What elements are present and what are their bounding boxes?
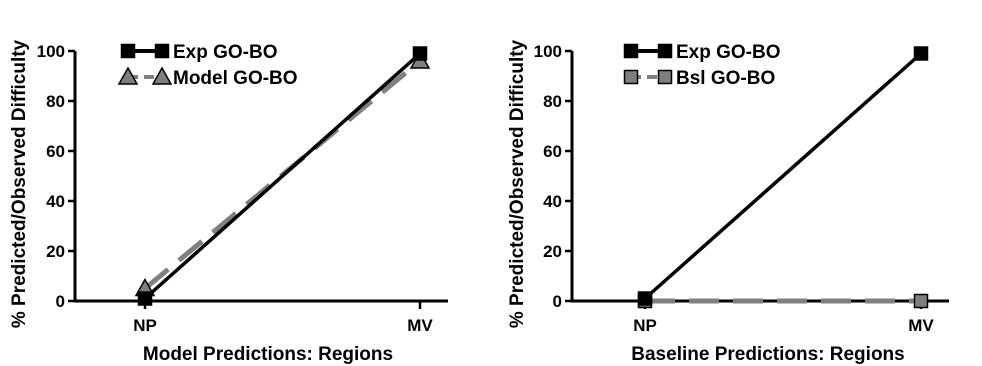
y-tick-label: 100 (37, 42, 65, 61)
data-point (913, 46, 929, 61)
y-tick-label: 40 (46, 192, 65, 211)
y-tick-label: 40 (543, 192, 562, 211)
legend-label: Bsl GO-BO (676, 68, 775, 89)
y-tick-label: 80 (46, 92, 65, 111)
y-tick-label: 0 (56, 292, 65, 311)
x-tick-label: NP (633, 316, 657, 335)
x-axis-title: Baseline Predictions: Regions (631, 344, 904, 365)
legend-item-2: Model GO-BO (117, 66, 298, 89)
y-tick-label: 20 (46, 242, 65, 261)
legend-marker (117, 66, 139, 85)
y-axis-title: % Predicted/Observed Difficulty (9, 39, 30, 328)
y-tick-label: 80 (543, 92, 562, 111)
legend-marker (657, 69, 673, 85)
legend-marker (120, 43, 136, 59)
legend-marker (623, 69, 639, 85)
series-line-1 (143, 52, 422, 300)
y-tick-label: 60 (46, 142, 65, 161)
x-tick-label: MV (908, 316, 934, 335)
legend-marker (151, 66, 173, 85)
legend-marker (154, 43, 170, 59)
legend-marker (657, 43, 673, 59)
x-tick-label: NP (133, 316, 157, 335)
legend-item-1: Exp GO-BO (120, 42, 278, 63)
data-point (137, 291, 153, 306)
y-axis-title: % Predicted/Observed Difficulty (507, 39, 528, 328)
data-point (637, 291, 653, 306)
x-tick-label: MV (407, 316, 433, 335)
x-axis-title: Model Predictions: Regions (143, 344, 393, 365)
legend-label: Exp GO-BO (676, 42, 781, 63)
legend-item-2: Bsl GO-BO (623, 68, 775, 89)
y-tick-label: 60 (543, 142, 562, 161)
legend-label: Exp GO-BO (173, 42, 278, 63)
legend-label: Model GO-BO (173, 68, 298, 89)
legend-marker (623, 43, 639, 59)
y-tick-label: 0 (553, 292, 562, 311)
y-tick-label: 20 (543, 242, 562, 261)
legend-item-1: Exp GO-BO (623, 42, 781, 63)
data-point (913, 293, 929, 309)
chart-panel-1: 0 20 40 60 80 100 NP MV Model Predictions: Regio… (9, 39, 448, 365)
y-tick-label: 100 (534, 42, 562, 61)
series-line-1 (643, 52, 923, 300)
data-point (412, 46, 428, 61)
